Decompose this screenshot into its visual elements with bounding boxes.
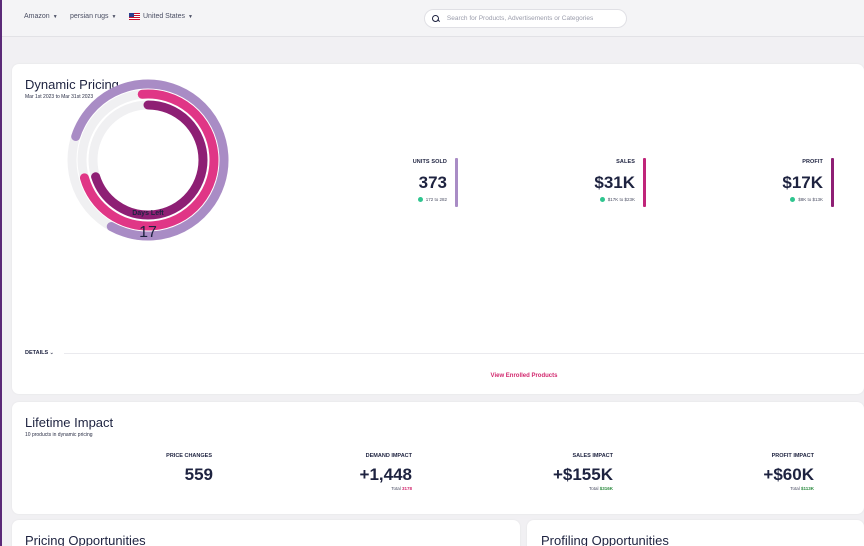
- metric-range-text: 172 to 282: [425, 197, 447, 202]
- keyword-label: persian rugs: [70, 13, 109, 20]
- sales-bar: [643, 158, 646, 207]
- view-enrolled-products-link[interactable]: View Enrolled Products: [490, 373, 558, 379]
- chevron-down-icon: ▼: [111, 13, 117, 20]
- units-sold-bar: [455, 158, 458, 207]
- pricing-opportunities-title: Pricing Opportunities: [25, 533, 146, 546]
- stat-total-prefix: Total: [790, 486, 800, 491]
- metric-value: $31K: [594, 173, 635, 192]
- chevron-down-icon: ▼: [188, 13, 193, 20]
- metric-value: $17K: [782, 173, 823, 192]
- search-bar[interactable]: [424, 9, 627, 28]
- status-dot-icon: [417, 197, 423, 202]
- marketplace-dropdown[interactable]: Amazon ▼: [24, 13, 58, 20]
- stat-value: 559: [184, 465, 213, 484]
- days-left-label: Days Left: [132, 210, 164, 217]
- sales-impact-stat: SALES IMPACT +$155K Total $316K: [493, 453, 613, 491]
- divider: [64, 353, 864, 354]
- stat-total-value: $316K: [599, 486, 613, 491]
- profit-bar: [831, 158, 834, 207]
- keyword-dropdown[interactable]: persian rugs ▼: [70, 13, 116, 20]
- units-sold-metric: UNITS SOLD 373 172 to 282: [367, 159, 447, 202]
- stat-total: Total $113K: [694, 486, 814, 491]
- price-changes-stat: PRICE CHANGES 559: [92, 453, 213, 485]
- stat-total: Total $316K: [493, 486, 613, 491]
- stat-value: +$60K: [763, 465, 814, 484]
- window-left-edge: [0, 0, 2, 546]
- demand-impact-stat: DEMAND IMPACT +1,448 Total 3178: [292, 453, 412, 491]
- status-dot-icon: [599, 197, 605, 202]
- stat-total: Total 3178: [292, 486, 412, 491]
- stat-total-value: 3178: [401, 486, 412, 491]
- marketplace-label: Amazon: [24, 13, 50, 20]
- ring-arc-0: [67, 79, 229, 241]
- stat-value: +$155K: [552, 465, 613, 484]
- stat-label: SALES IMPACT: [572, 453, 613, 459]
- stat-label: DEMAND IMPACT: [365, 453, 412, 459]
- stat-value: +1,448: [359, 465, 412, 484]
- ring-arc-1: [77, 89, 219, 231]
- details-toggle[interactable]: DETAILS ⌄: [25, 350, 54, 356]
- metric-range: 172 to 282: [367, 197, 447, 202]
- us-flag-icon: [129, 13, 140, 20]
- status-dot-icon: [790, 197, 796, 202]
- profit-impact-stat: PROFIT IMPACT +$60K Total $113K: [694, 453, 814, 491]
- stat-label: PRICE CHANGES: [166, 453, 212, 459]
- days-left-value: 17: [139, 224, 157, 241]
- days-left-ring-chart: [55, 70, 240, 250]
- date-range: Mar 1st 2023 to Mar 31st 2023: [25, 94, 94, 100]
- chevron-down-icon: ⌄: [49, 350, 54, 356]
- country-label: United States: [143, 13, 186, 20]
- chevron-down-icon: ▼: [52, 13, 58, 20]
- search-input[interactable]: [446, 15, 626, 22]
- pricing-opportunities-card: [12, 520, 520, 546]
- profiling-opportunities-card: [527, 520, 864, 546]
- metric-label: PROFIT: [802, 159, 823, 165]
- metric-label: SALES: [616, 159, 635, 165]
- metric-value: 373: [418, 173, 447, 192]
- metric-range: $8K to $13K: [743, 197, 823, 202]
- lifetime-impact-subtitle: 10 products in dynamic pricing: [25, 432, 93, 438]
- profiling-opportunities-title: Profiling Opportunities: [541, 533, 669, 546]
- profit-metric: PROFIT $17K $8K to $13K: [743, 159, 823, 202]
- lifetime-impact-card: [12, 402, 864, 514]
- sales-metric: SALES $31K $17K to $23K: [555, 159, 635, 202]
- metric-label: UNITS SOLD: [412, 159, 447, 165]
- dynamic-pricing-title: Dynamic Pricing: [25, 77, 119, 92]
- metric-range: $17K to $23K: [555, 197, 635, 202]
- metric-range-text: $8K to $13K: [798, 197, 823, 202]
- country-dropdown[interactable]: United States ▼: [129, 13, 193, 20]
- stat-total-prefix: Total: [588, 486, 599, 491]
- lifetime-impact-title: Lifetime Impact: [25, 415, 114, 430]
- stat-total-value: $113K: [800, 486, 814, 491]
- search-icon: [431, 13, 445, 25]
- top-bar: Amazon ▼ persian rugs ▼ United States ▼: [2, 0, 864, 37]
- stat-label: PROFIT IMPACT: [771, 453, 814, 459]
- ring-arc-2: [88, 100, 208, 220]
- metric-range-text: $17K to $23K: [607, 197, 635, 202]
- details-label: DETAILS: [25, 350, 49, 356]
- stat-total-prefix: Total: [391, 486, 401, 491]
